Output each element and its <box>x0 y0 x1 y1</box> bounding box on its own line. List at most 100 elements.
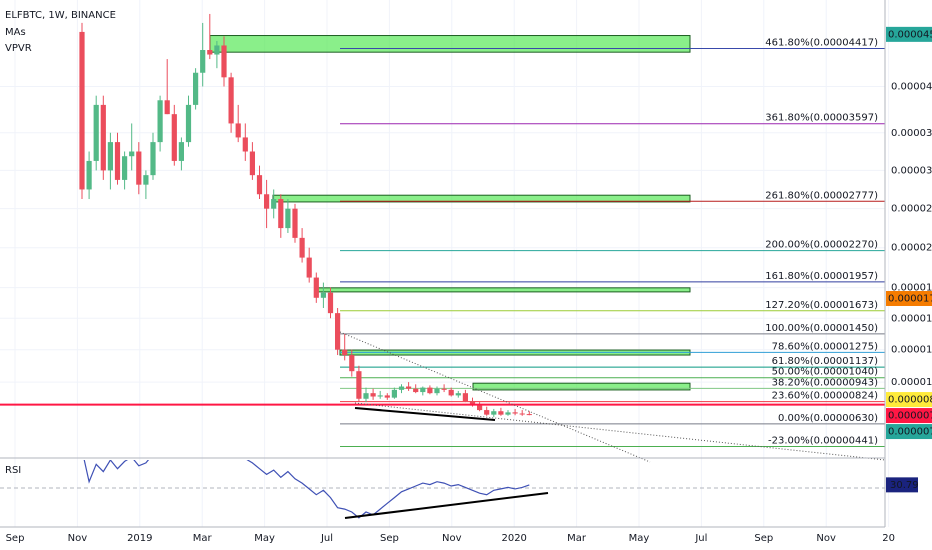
candle-body <box>278 199 284 229</box>
candle-body <box>420 387 426 393</box>
candle-body <box>86 160 92 190</box>
candle-body <box>342 349 348 356</box>
price-label-box <box>886 26 932 42</box>
fib-label: -23.00%(0.00000441) <box>768 435 878 446</box>
rsi-trendline <box>344 492 549 519</box>
candle-body <box>122 156 128 180</box>
axes: 0.00004000 0.00003500 0.00003100 0.00002700… <box>6 26 932 544</box>
price-label-box <box>886 392 932 408</box>
candle-body <box>370 393 376 397</box>
x-tick-label: Sep <box>754 533 773 544</box>
candle-body <box>377 395 383 397</box>
price-label-box <box>886 290 932 306</box>
fib-label: 461.80%(0.00004417) <box>765 37 878 48</box>
x-tick-label: May <box>629 533 650 544</box>
fib-label: 361.80%(0.00003597) <box>765 113 878 124</box>
x-tick-label: 2020 <box>501 533 526 544</box>
x-tick-label: Nov <box>442 533 462 544</box>
main-pane: 461.80%(0.00004417) 361.80%(0.00003597) 26… <box>0 13 885 447</box>
candle-body <box>242 137 248 152</box>
candle-body <box>143 175 149 185</box>
candle-body <box>136 151 142 185</box>
supply-zone <box>472 382 691 391</box>
dotted-trendline <box>339 331 651 463</box>
candle-body <box>150 142 156 176</box>
y-tick-label: 0.00001600 <box>891 313 932 324</box>
y-tick-label: 0.00001900 <box>891 283 932 294</box>
candle-body <box>200 50 206 73</box>
candle-body <box>100 104 106 171</box>
price-label: 0.00000843 <box>888 395 932 406</box>
candle-body <box>363 393 369 399</box>
y-tick-label: 0.00002700 <box>891 204 932 215</box>
candle-body <box>398 386 405 390</box>
candle-body <box>427 387 433 394</box>
candle-body <box>264 194 270 209</box>
candle-body <box>434 388 440 394</box>
fib-label: 127.20%(0.00001673) <box>765 300 878 311</box>
candle-body <box>171 114 177 161</box>
candle-body <box>498 411 504 415</box>
y-tick-label: 0.00002300 <box>891 243 932 254</box>
y-tick-label: 0.00003100 <box>891 165 932 176</box>
candle-body <box>306 257 312 278</box>
symbol-title: ELFBTC, 1W, BINANCE <box>5 10 116 21</box>
candle-body <box>164 100 170 115</box>
candle-body <box>491 411 497 415</box>
candle-body <box>114 142 121 180</box>
price-label-box <box>886 424 932 440</box>
fib-label: 261.80%(0.00002777) <box>765 190 878 201</box>
candle-body <box>178 142 184 161</box>
candle-body <box>391 389 397 398</box>
dotted-trendline <box>354 402 886 461</box>
y-tick-label: 0.00001300 <box>891 345 932 356</box>
fib-label: 0.00%(0.00000630) <box>778 413 878 424</box>
fib-label: 200.00%(0.00002270) <box>765 240 878 251</box>
candle-body <box>214 45 220 55</box>
candle-body <box>484 410 490 415</box>
candle-body <box>526 414 532 416</box>
price-label: 0.00001793 <box>888 293 932 304</box>
price-label-box <box>886 408 932 424</box>
indicator-label: MAs <box>5 27 26 38</box>
x-tick-label: Sep <box>380 533 399 544</box>
x-tick-label: May <box>254 533 275 544</box>
candle-body <box>207 50 213 55</box>
candle-body <box>477 405 483 411</box>
candle-body <box>285 208 291 229</box>
fib-label: 78.60%(0.00001275) <box>772 341 878 352</box>
candle-body <box>441 388 447 390</box>
price-label: 0.00000709 <box>888 427 932 438</box>
candle-body <box>455 393 461 396</box>
candle-body <box>469 401 476 406</box>
fib-label: 161.80%(0.00001957) <box>765 271 878 282</box>
candle-body <box>320 292 326 298</box>
price-label: 0.00004573 <box>888 29 932 40</box>
x-tick-label: Nov <box>816 533 836 544</box>
indicator-label: VPVR <box>5 43 32 54</box>
y-tick-label: 0.00004000 <box>891 81 932 92</box>
y-tick-label: 0.00003500 <box>891 128 932 139</box>
supply-zone <box>209 35 691 53</box>
grid <box>0 0 890 527</box>
candle-body <box>462 393 468 402</box>
candle-body <box>299 237 305 258</box>
rsi-title: RSI <box>5 465 21 476</box>
candle-body <box>349 355 355 372</box>
candle-body <box>384 395 390 398</box>
x-tick-label: 2019 <box>127 533 152 544</box>
x-tick-label: Jul <box>694 533 707 544</box>
candle-body <box>221 45 227 78</box>
candle-body <box>327 292 334 314</box>
candle-body <box>512 412 518 414</box>
candle-body <box>185 104 192 143</box>
fib-label: 50.00%(0.00001040) <box>772 367 878 378</box>
x-tick-label: Jul <box>320 533 333 544</box>
candle-body <box>356 371 362 399</box>
rsi-line <box>83 460 530 519</box>
candle-body <box>505 412 511 415</box>
supply-zone <box>317 287 691 293</box>
candle-body <box>256 175 263 195</box>
candle-body <box>406 386 412 389</box>
x-tick-label: Sep <box>6 533 25 544</box>
